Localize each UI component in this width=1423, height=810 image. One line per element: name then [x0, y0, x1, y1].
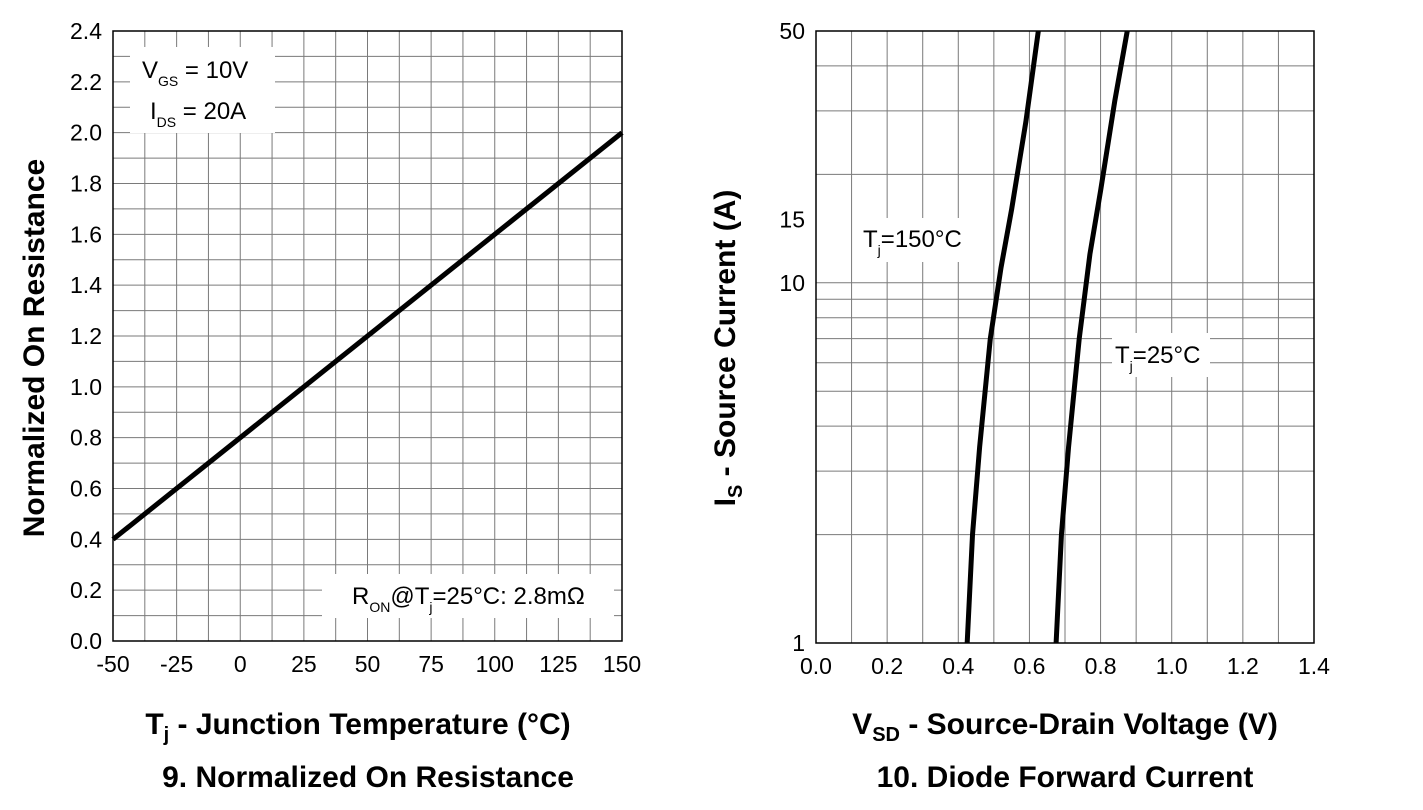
chart1-y-tick-label: 0.2 [70, 577, 102, 603]
chart1-plot-frame [112, 30, 623, 642]
chart1-x-tick-label: -50 [96, 651, 129, 677]
chart2-y-axis-label: IS - Source Current (A) [709, 190, 747, 507]
chart2-y-tick-label: 15 [779, 206, 805, 232]
chart1-y-tick-label: 0.8 [70, 425, 102, 451]
chart2-grid [816, 31, 1314, 643]
chart1-y-tick-label: 2.4 [70, 18, 102, 44]
chart-diode-forward-current: 1 10 15 50 0.0 0.2 0.4 0.6 0.8 1.0 1.2 1.4 Tj=150°… [709, 18, 1330, 794]
chart1-y-tick-label: 1.8 [70, 171, 102, 197]
chart2-t150-box [860, 218, 970, 262]
t25-label: Tj=25°C [1115, 342, 1200, 374]
chart2-y-tick-label: 10 [779, 270, 805, 296]
chart2-x-tick-label: 1.2 [1227, 653, 1259, 679]
chart1-y-tick-label: 0.4 [70, 526, 102, 552]
vgs-annotation: VGS = 10V [142, 57, 248, 89]
chart2-y-tick-label: 1 [792, 630, 805, 656]
chart2-x-tick-label: 0.8 [1085, 653, 1117, 679]
chart1-y-tick-label: 0.0 [70, 628, 102, 654]
chart1-y-tick-label: 2.2 [70, 69, 102, 95]
chart2-x-tick-label: 0.2 [871, 653, 903, 679]
chart2-y-tick-labels: 1 10 15 50 [779, 18, 805, 656]
chart2-caption: 10. Diode Forward Current [877, 761, 1254, 794]
chart-normalized-on-resistance: 0.00.20.40.60.81.01.21.41.61.82.02.22.4 … [18, 18, 641, 794]
t150-label: Tj=150°C [863, 226, 962, 258]
chart2-plot-frame [815, 30, 1315, 644]
chart1-x-tick-label: 100 [476, 651, 514, 677]
chart1-x-tick-labels: -50 -25 0 25 50 75 100 125 150 [96, 651, 641, 677]
chart1-y-axis-label: Normalized On Resistance [18, 159, 51, 537]
ids-annotation: IDS = 20A [150, 98, 246, 130]
chart1-y-tick-labels: 0.0 0.2 0.4 0.6 0.8 1.0 1.2 1.4 1.6 1.8 2.0 2.2 2.4 [70, 18, 102, 654]
chart1-conditions-box [130, 47, 275, 133]
chart2-x-tick-label: 0.0 [800, 653, 832, 679]
chart1-x-tick-label: 125 [539, 651, 577, 677]
chart2-series-line [1053, 30, 1130, 644]
chart2-y-tick-label: 50 [779, 18, 805, 44]
ron-annotation: RON@Tj=25°C: 2.8mΩ [352, 583, 585, 615]
chart2-t25-box [1112, 333, 1210, 377]
chart1-x-tick-label: -25 [160, 651, 193, 677]
chart1-y-tick-label: 2.0 [70, 120, 102, 146]
chart1-x-tick-label: 75 [418, 651, 444, 677]
chart1-y-tick-label: 0.6 [70, 476, 102, 502]
chart1-x-tick-label: 25 [291, 651, 317, 677]
chart2-x-axis-label: VSD - Source-Drain Voltage (V) [852, 708, 1278, 746]
chart1-series-line [111, 130, 624, 542]
chart1-x-tick-label: 150 [603, 651, 641, 677]
chart2-x-tick-label: 0.6 [1013, 653, 1045, 679]
chart2-x-tick-label: 0.4 [942, 653, 974, 679]
chart2-x-tick-label: 1.4 [1298, 653, 1330, 679]
chart1-ron-box [322, 574, 614, 618]
chart2-series [964, 30, 1130, 644]
chart2-series-line [964, 30, 1041, 644]
chart1-y-tick-label: 1.6 [70, 221, 102, 247]
chart1-y-tick-label: 1.4 [70, 272, 102, 298]
chart1-x-tick-label: 0 [234, 651, 247, 677]
chart1-y-tick-label: 1.2 [70, 323, 102, 349]
chart1-series [111, 130, 624, 542]
chart1-x-tick-label: 50 [355, 651, 381, 677]
chart1-x-axis-label: Tj - Junction Temperature (°C) [145, 708, 570, 746]
chart2-x-tick-labels: 0.0 0.2 0.4 0.6 0.8 1.0 1.2 1.4 [800, 653, 1330, 679]
chart2-x-tick-label: 1.0 [1156, 653, 1188, 679]
chart1-caption: 9. Normalized On Resistance [162, 761, 574, 794]
chart1-y-tick-label: 1.0 [70, 374, 102, 400]
